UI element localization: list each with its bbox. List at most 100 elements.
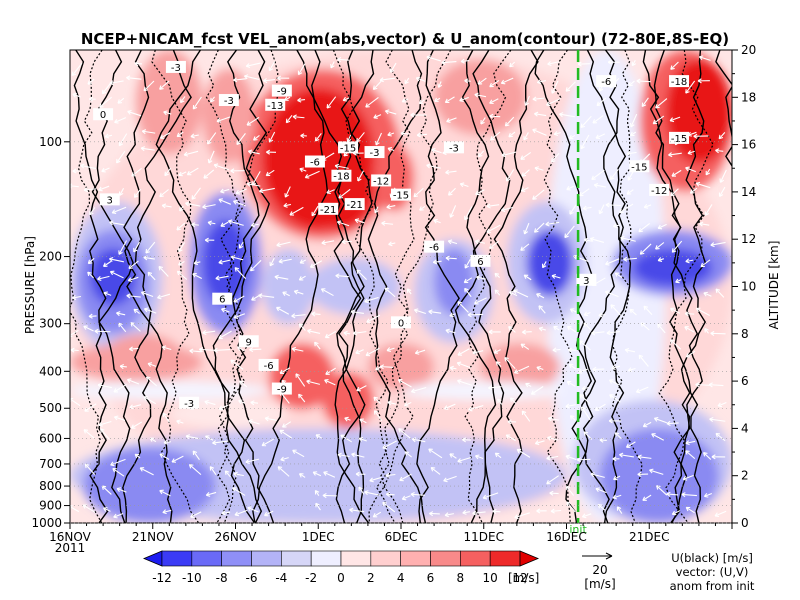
wind-vector-head-483 [580,123,586,128]
wind-vector-shaft-542 [619,203,634,213]
wind-vector-599 [682,474,694,481]
wind-vector-168 [232,487,246,496]
vector-reference-unit: [m/s] [584,577,615,591]
wind-vector-head-624 [717,402,723,408]
wind-vector-shaft-359 [443,475,457,482]
wind-vector-shaft-156 [233,200,246,207]
wind-vector-head-427 [523,274,529,279]
wind-vector-head-324 [410,112,415,118]
wind-vector-394 [486,203,500,209]
wind-vector-head-473 [566,326,572,331]
wind-vector-head-202 [278,258,283,264]
wind-vector-shaft-269 [356,269,367,281]
wind-vector-head-481 [566,501,571,507]
wind-vector-shaft-342 [428,448,443,459]
wind-vector-shaft-221 [294,290,304,295]
wind-vector-shaft-145 [221,308,230,313]
wind-vector-head-146 [218,334,223,340]
u-contour-20 [461,50,505,523]
contour-label-2: -3 [218,94,239,107]
contour-label-box-19 [391,316,411,329]
wind-vector-148 [218,404,229,411]
wind-vector-shaft-148 [218,404,229,410]
wind-vector-head-425 [523,229,529,235]
shade-region-7 [261,248,315,325]
wind-vector-shaft-95 [163,441,171,444]
wind-vector-head-1 [72,92,77,98]
wind-vector-shaft-307 [387,401,397,405]
wind-vector-shaft-400 [493,349,501,354]
wind-vector-478 [569,415,576,421]
wind-vector-shaft-530 [614,432,622,439]
wind-vector-head-129 [202,204,207,210]
wind-vector-head-540 [627,176,632,181]
wind-vector-437 [532,96,545,102]
wind-vector-shaft-173 [253,135,260,141]
contour-label-11: -3 [364,146,385,159]
wind-vector-561 [637,454,652,460]
wind-vector-571 [653,416,668,424]
wind-vector-shaft-226 [298,393,306,403]
wind-vector-shaft-160 [234,267,247,280]
wind-vector-209 [281,421,292,428]
wind-vector-shaft-306 [380,366,394,368]
wind-vector-shaft-69 [129,404,142,409]
contour-label-text-7: -18 [333,172,349,183]
wind-vector-560 [642,421,652,428]
wind-vector-shaft-613 [695,383,711,386]
wind-vector-295 [390,62,397,73]
wind-vector-head-323 [418,99,424,105]
contour-label-14: 6 [212,292,233,306]
wind-vector-shaft-601 [685,506,695,514]
wind-vector-241 [330,61,335,69]
wind-vector-602 [698,55,711,61]
wind-vector-shaft-355 [445,329,456,334]
wind-vector-206 [279,367,291,374]
wind-vector-head-135 [205,435,210,440]
wind-vector-shaft-168 [232,487,246,496]
wind-vector-head-153 [236,140,241,146]
contour-label-4: -13 [265,98,286,112]
wind-vector-shaft-241 [330,61,335,69]
wind-vector-shaft-260 [335,275,349,278]
wind-vector-shaft-337 [426,164,441,169]
wind-vector-head-375 [462,509,467,515]
contour-label-21: 6 [470,254,491,268]
wind-vector-head-269 [356,269,361,275]
contour-label-text-0: -3 [171,63,181,74]
u-contour-17 [367,50,427,523]
wind-vector-429 [522,329,532,335]
wind-vector-shaft-624 [717,402,727,407]
wind-vector-156 [233,199,246,207]
wind-vector-294 [372,511,382,518]
wind-vector-330 [410,386,427,394]
wind-vector-125 [210,96,215,103]
wind-vector-shaft-296 [379,77,395,81]
wind-vector-shaft-101 [178,171,187,176]
contour-label-box-25 [596,75,617,88]
wind-vector-332 [410,491,425,498]
wind-vector-503 [591,169,605,181]
u-contour-22 [464,50,512,523]
wind-vector-head-582 [675,278,680,284]
wind-vector-29 [103,291,112,297]
wind-vector-shaft-222 [291,314,306,317]
wind-vector-head-469 [566,185,571,191]
wind-vector-401 [495,361,502,367]
wind-vector-shaft-466 [565,81,576,92]
contour-label-box-3 [271,84,292,97]
wind-vector-shaft-238 [312,471,322,477]
wind-vector-0 [71,62,83,77]
wind-vector-head-132 [202,329,207,336]
colorbar-swatch-2 [221,550,252,567]
wind-vector-176 [246,181,261,187]
wind-vector-head-362 [464,78,469,84]
wind-vector-346 [444,96,455,104]
wind-vector-head-412 [506,177,511,182]
wind-vector-shaft-229 [315,133,322,142]
wind-vector-head-367 [463,278,469,284]
contour-label-text-26: -12 [651,186,667,197]
wind-vector-391 [489,98,499,105]
wind-vector-head-583 [670,307,675,313]
wind-vector-shaft-317 [404,401,412,407]
